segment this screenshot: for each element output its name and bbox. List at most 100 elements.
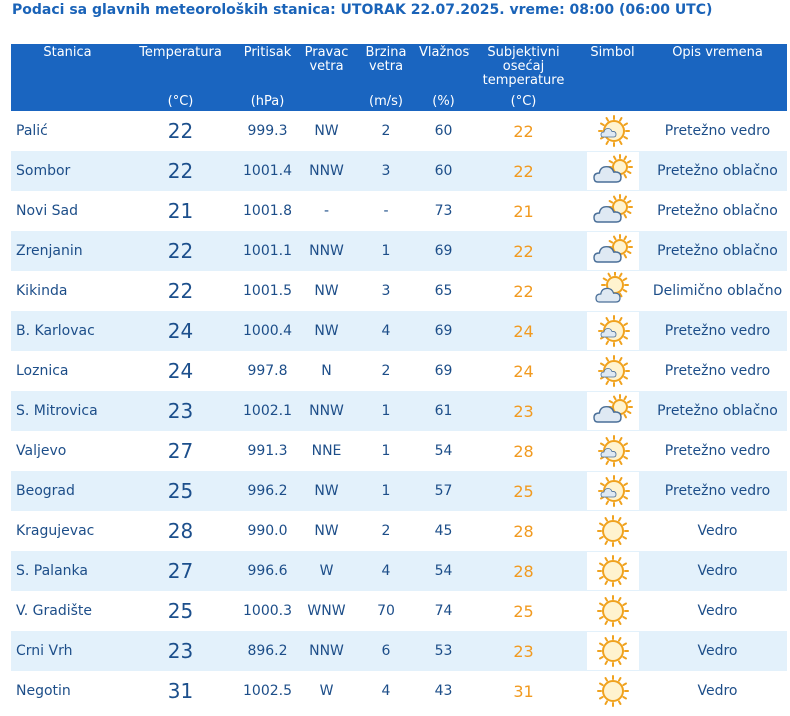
station-name: Novi Sad [11, 191, 124, 231]
weather-description: Vedro [648, 671, 787, 711]
humidity-value: 65 [417, 271, 470, 311]
weather-symbol-cell [577, 591, 648, 631]
weather-description: Pretežno oblačno [648, 391, 787, 431]
feels-like-value: 28 [470, 511, 577, 551]
wind-speed-value: - [355, 191, 417, 231]
station-name: Crni Vrh [11, 631, 124, 671]
humidity-value: 43 [417, 671, 470, 711]
wind-direction-value: NW [298, 311, 355, 351]
weather-description: Vedro [648, 631, 787, 671]
station-name: Beograd [11, 471, 124, 511]
temperature-value: 23 [124, 391, 237, 431]
humidity-value: 57 [417, 471, 470, 511]
pressure-value: 996.2 [237, 471, 298, 511]
pressure-value: 1002.5 [237, 671, 298, 711]
weather-description: Vedro [648, 511, 787, 551]
pressure-value: 1001.8 [237, 191, 298, 231]
humidity-value: 73 [417, 191, 470, 231]
temperature-value: 23 [124, 631, 237, 671]
temperature-value: 27 [124, 551, 237, 591]
wind-direction-value: W [298, 551, 355, 591]
weather-symbol-cell [577, 431, 648, 471]
weather-description: Pretežno oblačno [648, 191, 787, 231]
feels-like-value: 23 [470, 391, 577, 431]
station-name: Sombor [11, 151, 124, 191]
weather-symbol-cell [577, 671, 648, 711]
temperature-value: 27 [124, 431, 237, 471]
weather-symbol-cell [577, 191, 648, 231]
pressure-value: 1001.4 [237, 151, 298, 191]
weather-stations-table: Stanica Temperatura (°C) Pritisak (hPa) Pr… [11, 44, 787, 711]
sun-icon [586, 552, 639, 590]
temperature-value: 24 [124, 311, 237, 351]
feels-like-value: 25 [470, 471, 577, 511]
header-temperature: Temperatura (°C) [124, 44, 237, 111]
sun-icon [586, 512, 639, 550]
temperature-value: 22 [124, 271, 237, 311]
table-row: Zrenjanin 22 1001.1 NNW 1 69 22 Pretežno oblačn… [11, 231, 787, 271]
station-name: V. Gradište [11, 591, 124, 631]
header-station: Stanica [11, 44, 124, 111]
feels-like-value: 21 [470, 191, 577, 231]
station-name: Kragujevac [11, 511, 124, 551]
cloud-sun-icon [586, 392, 639, 430]
pressure-value: 1001.5 [237, 271, 298, 311]
weather-symbol-cell [577, 311, 648, 351]
header-symbol: Simbol [577, 44, 648, 111]
temperature-value: 22 [124, 231, 237, 271]
humidity-value: 69 [417, 311, 470, 351]
weather-description: Pretežno vedro [648, 471, 787, 511]
wind-direction-value: - [298, 191, 355, 231]
humidity-value: 54 [417, 431, 470, 471]
sun-small-cloud-icon [586, 312, 639, 350]
temperature-value: 22 [124, 111, 237, 151]
feels-like-value: 31 [470, 671, 577, 711]
station-name: Loznica [11, 351, 124, 391]
wind-direction-value: NNW [298, 231, 355, 271]
table-header-row: Stanica Temperatura (°C) Pritisak (hPa) Pr… [11, 44, 787, 111]
wind-speed-value: 1 [355, 431, 417, 471]
humidity-value: 74 [417, 591, 470, 631]
wind-speed-value: 70 [355, 591, 417, 631]
header-pressure: Pritisak (hPa) [237, 44, 298, 111]
wind-direction-value: WNW [298, 591, 355, 631]
table-row: Negotin 31 1002.5 W 4 43 31 Vedro [11, 671, 787, 711]
weather-symbol-cell [577, 271, 648, 311]
wind-speed-value: 6 [355, 631, 417, 671]
weather-symbol-cell [577, 151, 648, 191]
station-name: Zrenjanin [11, 231, 124, 271]
temperature-value: 22 [124, 151, 237, 191]
pressure-value: 1001.1 [237, 231, 298, 271]
pressure-value: 990.0 [237, 511, 298, 551]
humidity-value: 69 [417, 351, 470, 391]
weather-symbol-cell [577, 111, 648, 151]
feels-like-value: 28 [470, 551, 577, 591]
temperature-value: 25 [124, 591, 237, 631]
header-wind-direction: Pravac vetra [298, 44, 355, 111]
weather-description: Pretežno oblačno [648, 151, 787, 191]
feels-like-value: 23 [470, 631, 577, 671]
table-row: S. Palanka 27 996.6 W 4 54 28 Vedro [11, 551, 787, 591]
pressure-value: 997.8 [237, 351, 298, 391]
station-name: Kikinda [11, 271, 124, 311]
wind-speed-value: 4 [355, 311, 417, 351]
weather-description: Vedro [648, 551, 787, 591]
table-row: Crni Vrh 23 896.2 NNW 6 53 23 Vedro [11, 631, 787, 671]
pressure-value: 1000.3 [237, 591, 298, 631]
table-row: Beograd 25 996.2 NW 1 57 25 Pretežno vedro [11, 471, 787, 511]
weather-description: Pretežno vedro [648, 431, 787, 471]
wind-direction-value: NW [298, 511, 355, 551]
sun-icon [586, 672, 639, 710]
table-row: Novi Sad 21 1001.8- -73 21 Pretežno oblačno [11, 191, 787, 231]
wind-speed-value: 3 [355, 151, 417, 191]
table-row: S. Mitrovica 23 1002.1 NNW 1 61 23 Pretežno obl… [11, 391, 787, 431]
wind-direction-value: NNE [298, 431, 355, 471]
feels-like-value: 24 [470, 351, 577, 391]
wind-direction-value: NW [298, 111, 355, 151]
wind-direction-value: NNW [298, 151, 355, 191]
temperature-value: 28 [124, 511, 237, 551]
pressure-value: 991.3 [237, 431, 298, 471]
cloud-sun-icon [586, 152, 639, 190]
wind-speed-value: 2 [355, 351, 417, 391]
wind-speed-value: 4 [355, 671, 417, 711]
